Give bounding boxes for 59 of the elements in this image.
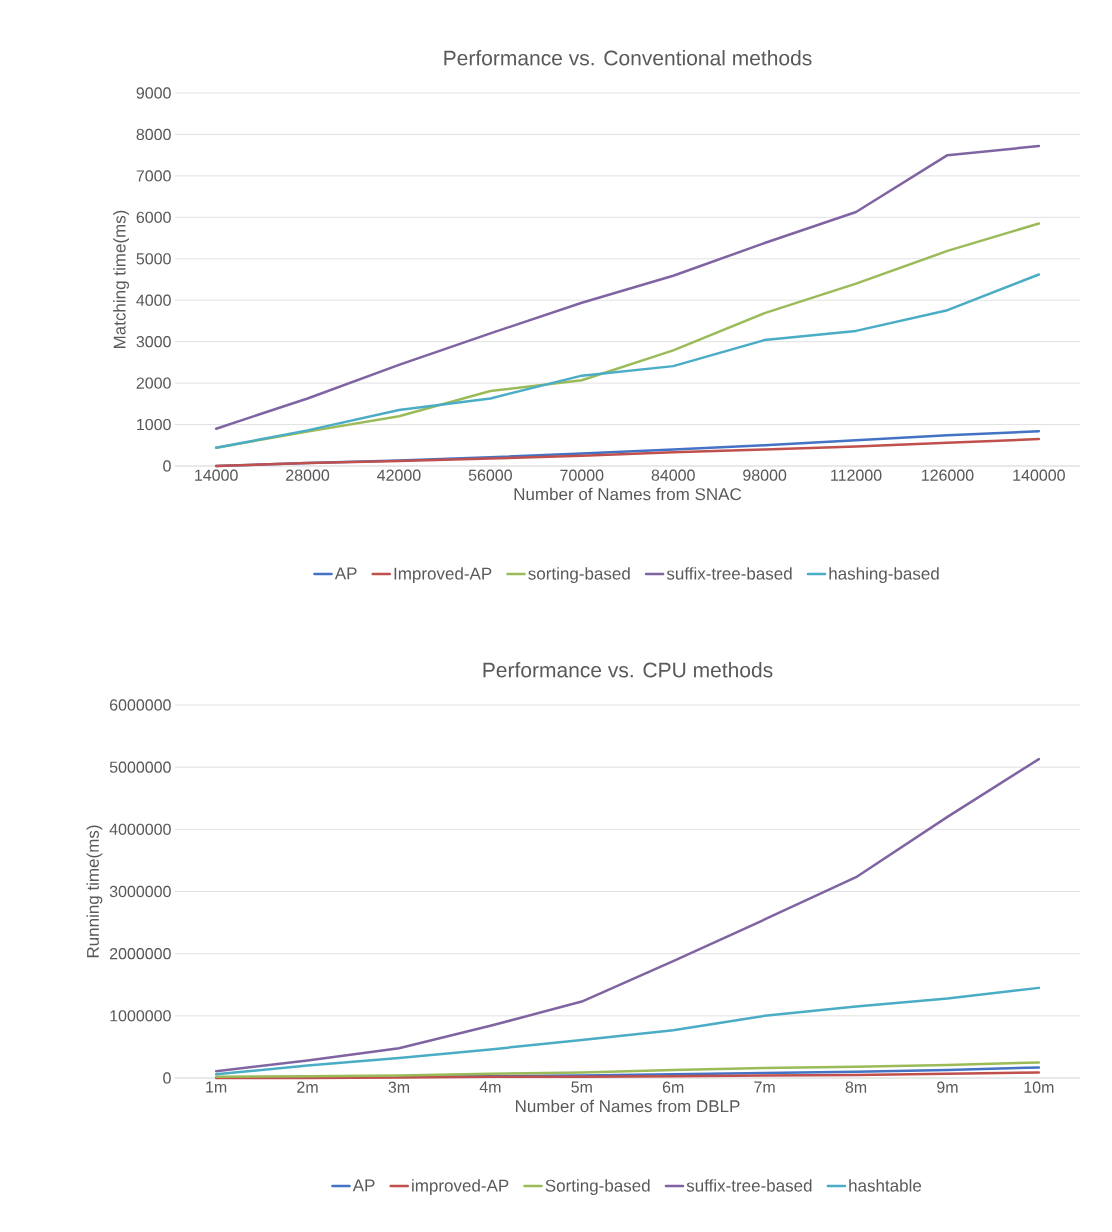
y-tick-label: 5000000 bbox=[109, 761, 171, 773]
y-tick-label: 6000000 bbox=[109, 699, 171, 711]
y-tick-label: 0 bbox=[163, 460, 171, 472]
y-tick-label: 3000000 bbox=[109, 885, 171, 898]
legend-label: improved-AP bbox=[412, 1179, 509, 1196]
x-tick-label: 8m bbox=[845, 1081, 867, 1093]
x-tick-label: 42000 bbox=[377, 469, 421, 481]
chart-title: Performance vs. CPU methods bbox=[483, 662, 773, 678]
line-series bbox=[214, 757, 1041, 1073]
line-series bbox=[214, 986, 1041, 1076]
line-series bbox=[214, 144, 1041, 430]
chart-title: Performance vs. Conventional methods bbox=[444, 50, 812, 66]
x-tick-label: 3m bbox=[388, 1081, 410, 1093]
x-tick-label: 5m bbox=[571, 1081, 592, 1093]
x-tick-label: 7m bbox=[754, 1081, 775, 1093]
x-tick-label: 14000 bbox=[195, 469, 238, 481]
line-series bbox=[214, 273, 1041, 450]
y-tick-label: 1000000 bbox=[110, 1010, 171, 1022]
y-tick-label: 6000 bbox=[136, 211, 171, 224]
legend-label: AP bbox=[334, 567, 357, 580]
y-tick-label: 4000000 bbox=[109, 823, 171, 836]
x-tick-label: 84000 bbox=[651, 469, 695, 481]
x-tick-label: 6m bbox=[662, 1081, 684, 1093]
legend-label: Improved-AP bbox=[394, 567, 492, 584]
line-series bbox=[214, 1061, 1041, 1079]
x-axis-title: Number of Names from SNAC bbox=[514, 487, 742, 501]
y-tick-label: 2000 bbox=[136, 377, 171, 389]
x-tick-label: 98000 bbox=[743, 469, 787, 481]
y-tick-label: 0 bbox=[163, 1072, 171, 1084]
line-series bbox=[214, 437, 1041, 468]
y-tick-label: 9000 bbox=[136, 87, 171, 99]
x-tick-label: 140000 bbox=[1013, 469, 1065, 481]
y-tick-label: 2000000 bbox=[109, 948, 171, 960]
y-tick-label: 8000 bbox=[136, 128, 171, 141]
legend-label: hashtable bbox=[849, 1179, 922, 1192]
x-tick-label: 56000 bbox=[468, 469, 512, 481]
legend-label: sorting-based bbox=[528, 567, 630, 584]
y-axis-title: Matching time(ms) bbox=[113, 210, 130, 349]
x-tick-label: 2m bbox=[297, 1081, 318, 1093]
legend-label: hashing-based bbox=[829, 567, 939, 584]
y-axis-title: Running time(ms) bbox=[86, 825, 103, 958]
x-tick-label: 28000 bbox=[286, 469, 330, 481]
x-tick-label: 112000 bbox=[831, 469, 882, 481]
y-tick-label: 1000 bbox=[137, 418, 171, 431]
legend-label: Sorting-based bbox=[545, 1179, 650, 1196]
y-tick-label: 3000 bbox=[136, 336, 171, 348]
x-axis-title: Number of Names from DBLP bbox=[516, 1099, 740, 1113]
y-tick-label: 4000 bbox=[136, 294, 171, 306]
y-tick-label: 7000 bbox=[136, 170, 171, 182]
x-tick-label: 126000 bbox=[921, 469, 974, 481]
legend-label: suffix-tree-based bbox=[686, 1179, 812, 1192]
x-tick-label: 4m bbox=[479, 1081, 501, 1093]
x-tick-label: 10m bbox=[1024, 1081, 1054, 1093]
x-tick-label: 1m bbox=[206, 1081, 227, 1093]
legend-label: suffix-tree-based bbox=[666, 567, 792, 580]
y-tick-label: 5000 bbox=[136, 253, 171, 265]
legend-label: AP bbox=[352, 1179, 375, 1192]
x-tick-label: 70000 bbox=[560, 469, 604, 481]
x-tick-label: 9m bbox=[937, 1081, 958, 1093]
